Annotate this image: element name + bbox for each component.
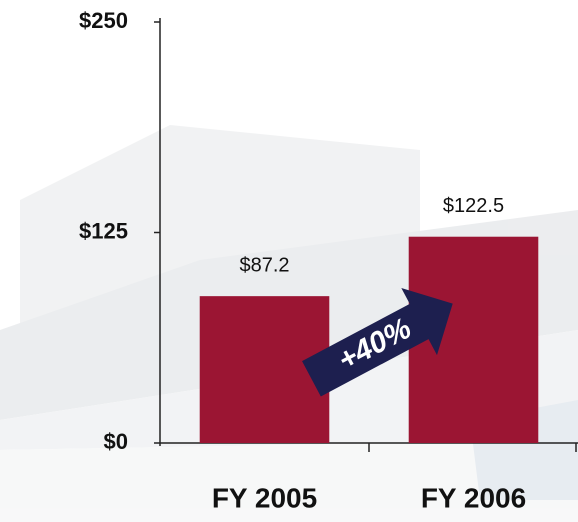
y-tick-label: $125 xyxy=(79,218,128,243)
x-tick-label: FY 2005 xyxy=(212,482,317,513)
arrow-shape xyxy=(302,287,453,397)
y-tick-label: $0 xyxy=(104,429,128,454)
value-label: $122.5 xyxy=(443,195,504,217)
value-label: $87.2 xyxy=(239,254,289,276)
y-tick-label: $250 xyxy=(79,8,128,33)
x-tick-label: FY 2006 xyxy=(421,482,526,513)
bar xyxy=(408,236,539,443)
